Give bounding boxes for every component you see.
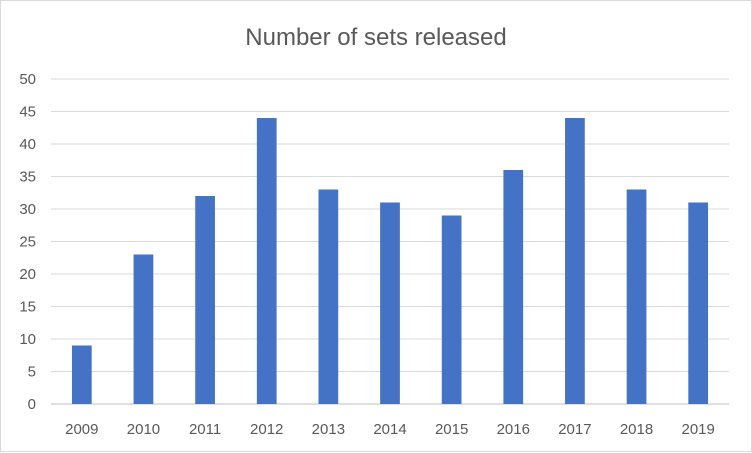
bar-2017 <box>565 118 585 404</box>
y-tick-label: 15 <box>19 299 36 316</box>
y-tick-label: 50 <box>19 71 36 88</box>
y-tick-label: 25 <box>19 234 36 251</box>
bar-2018 <box>626 189 647 404</box>
bar-2012 <box>256 118 277 404</box>
chart-title: Number of sets released <box>245 24 506 51</box>
bar-2014 <box>380 202 400 404</box>
x-tick-label: 2018 <box>620 421 653 438</box>
bar-2019 <box>688 202 709 404</box>
x-tick-label: 2017 <box>558 421 591 438</box>
bar-2015 <box>441 215 462 404</box>
x-axis-ticks: 2009 2010 2011 2012 2013 2014 2015 2016 2017 2018… <box>65 421 715 438</box>
x-tick-label: 2014 <box>373 421 406 438</box>
bars <box>71 118 709 404</box>
y-tick-label: 20 <box>19 266 36 283</box>
y-tick-label: 45 <box>19 104 36 121</box>
y-axis-ticks: 0 5 10 15 20 25 30 35 40 45 50 <box>19 71 36 413</box>
x-tick-label: 2012 <box>250 421 283 438</box>
y-tick-label: 5 <box>28 364 36 381</box>
bar-2016 <box>503 170 524 404</box>
bar-2009 <box>71 345 92 404</box>
y-tick-label: 35 <box>19 169 36 186</box>
y-tick-label: 30 <box>19 201 36 218</box>
bar-2010 <box>133 254 154 404</box>
bar-2013 <box>318 189 339 404</box>
x-tick-label: 2011 <box>189 421 221 438</box>
y-tick-label: 10 <box>19 331 36 348</box>
x-tick-label: 2019 <box>681 421 714 438</box>
bar-2011 <box>195 196 215 404</box>
x-tick-label: 2010 <box>127 421 160 438</box>
x-tick-label: 2016 <box>497 421 530 438</box>
x-tick-label: 2013 <box>312 421 345 438</box>
y-tick-label: 0 <box>28 396 36 413</box>
x-tick-label: 2009 <box>65 421 98 438</box>
y-tick-label: 40 <box>19 136 36 153</box>
x-tick-label: 2015 <box>435 421 468 438</box>
